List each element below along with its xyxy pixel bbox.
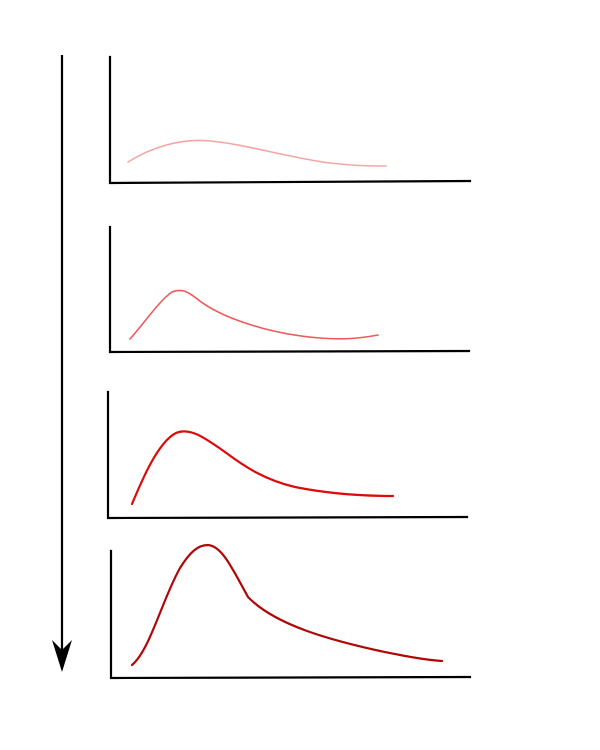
panel-1 bbox=[108, 55, 472, 185]
panel-2-curve bbox=[129, 289, 379, 340]
panel-1-curve bbox=[127, 139, 387, 167]
panel-2 bbox=[108, 225, 471, 354]
panel-4 bbox=[109, 543, 472, 680]
panel-4-axes bbox=[109, 549, 472, 680]
panel-1-axes bbox=[108, 55, 472, 185]
panel-2-axes bbox=[108, 225, 471, 354]
panel-3-axes bbox=[106, 390, 469, 520]
panel-3-curve bbox=[130, 430, 395, 506]
arrow-head-icon bbox=[52, 640, 72, 672]
downward-progression-arrow bbox=[52, 55, 72, 672]
panel-4-curve bbox=[130, 543, 444, 667]
panel-3 bbox=[106, 390, 469, 520]
